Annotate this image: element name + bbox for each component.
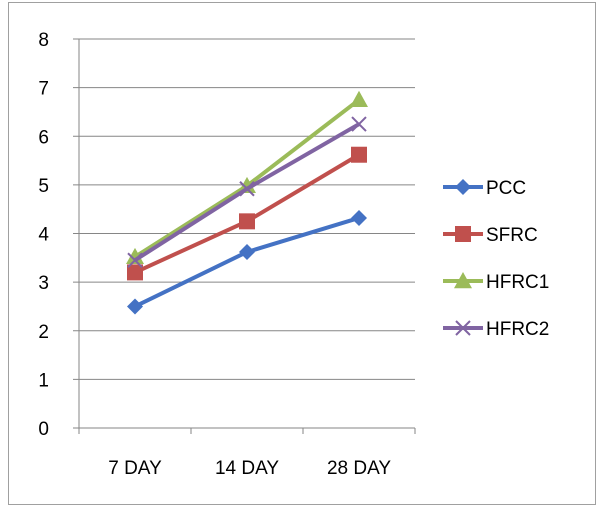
- y-tick-label: 1: [38, 370, 49, 391]
- data-point-sfrc: [127, 264, 143, 281]
- legend: PCC SFRC HFRC1 HFRC2: [443, 178, 549, 340]
- axes: [73, 38, 416, 434]
- x-tick-label: 28 DAY: [327, 458, 391, 479]
- marker-stroke: [455, 320, 471, 336]
- y-tick-labels: 0 1 2 3 4 5 6 7 8: [38, 30, 49, 440]
- legend-label: PCC: [486, 178, 526, 199]
- y-tick-label: 6: [38, 127, 49, 148]
- series-line-pcc: [134, 216, 360, 309]
- marker-stroke: [239, 181, 255, 197]
- series-hfrc2: [127, 116, 367, 268]
- legend-marker: [455, 226, 471, 242]
- data-point-hfrc1: [350, 90, 368, 107]
- legend-label: HFRC2: [486, 319, 549, 340]
- legend-marker: [455, 320, 471, 336]
- legend-item-pcc: PCC: [443, 178, 526, 199]
- x-tick-labels: 7 DAY 14 DAY 28 DAY: [108, 458, 391, 479]
- marker-stroke: [351, 116, 367, 132]
- legend-marker: [455, 179, 471, 195]
- marker-stroke: [127, 252, 143, 268]
- data-point-pcc: [127, 298, 143, 315]
- y-tick-label: 4: [38, 225, 49, 246]
- legend-label: HFRC1: [486, 272, 549, 293]
- legend-item-hfrc1: HFRC1: [443, 272, 549, 293]
- data-point-sfrc: [239, 213, 255, 230]
- y-tick-label: 0: [38, 419, 49, 440]
- data-point-sfrc: [351, 146, 367, 163]
- legend-item-hfrc2: HFRC2: [443, 319, 549, 340]
- y-tick-label: 8: [38, 30, 49, 51]
- data-point-hfrc1: [126, 247, 144, 265]
- series-hfrc1: [126, 90, 368, 265]
- data-point-hfrc2: [239, 181, 255, 197]
- legend-item-sfrc: SFRC: [443, 225, 538, 246]
- legend-marker: [454, 272, 472, 289]
- y-tick-label: 5: [38, 176, 49, 197]
- y-tick-label: 7: [38, 79, 49, 100]
- series-pcc: [127, 209, 367, 315]
- series-sfrc: [127, 146, 367, 281]
- x-tick-label: 14 DAY: [215, 458, 279, 479]
- grid-lines: [79, 38, 415, 380]
- data-point-hfrc2: [351, 116, 367, 132]
- data-point-pcc: [239, 243, 255, 260]
- series-group: [126, 90, 368, 315]
- data-point-hfrc1: [238, 176, 256, 194]
- y-tick-label: 3: [38, 273, 49, 294]
- legend-label: SFRC: [486, 225, 538, 246]
- data-point-hfrc2: [127, 252, 143, 268]
- x-tick-label: 7 DAY: [108, 458, 162, 479]
- chart-frame: [8, 2, 596, 505]
- y-tick-label: 2: [38, 322, 49, 343]
- data-point-pcc: [351, 209, 367, 226]
